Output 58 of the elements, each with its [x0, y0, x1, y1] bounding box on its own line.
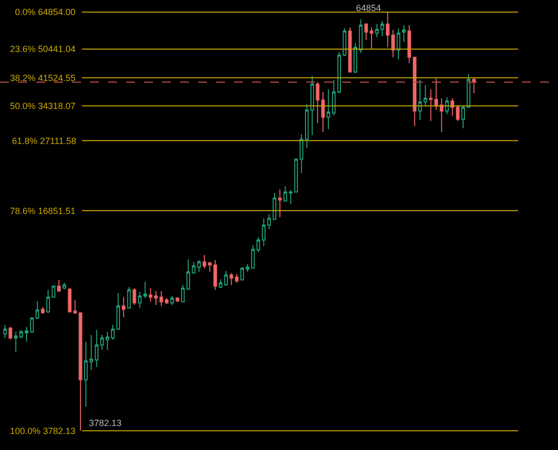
candlestick: [402, 24, 406, 43]
candlestick: [234, 274, 239, 284]
candlestick: [62, 282, 66, 290]
candlestick: [412, 56, 416, 127]
candlestick: [456, 104, 460, 122]
candlestick: [57, 279, 61, 292]
candlestick: [40, 306, 45, 314]
ref-line-label: 100.0% 3782.13: [10, 426, 76, 436]
candlestick: [84, 341, 88, 408]
candlestick: [332, 80, 336, 116]
annotation: 64854: [356, 3, 382, 13]
candlestick: [386, 12, 390, 48]
candlestick: [310, 76, 314, 136]
ref-line-label: 61.8% 27111.58: [12, 136, 76, 146]
candlestick: [89, 334, 94, 370]
candlestick: [326, 88, 330, 130]
candlestick: [110, 324, 115, 340]
candlestick: [176, 296, 180, 302]
candlestick: [358, 18, 363, 54]
candlestick: [186, 258, 190, 290]
candlestick: [440, 98, 444, 133]
candlestick: [380, 20, 384, 37]
candlestick: [283, 186, 288, 202]
candlestick: [391, 30, 395, 58]
candlestick: [396, 28, 400, 60]
candlestick: [8, 326, 12, 340]
candlestick: [262, 218, 266, 247]
candlestick: [68, 288, 72, 312]
candlestick: [170, 296, 174, 306]
candlestick: [337, 52, 341, 94]
candlestick: [122, 296, 126, 318]
candlestick: [14, 331, 18, 352]
candlestick: [278, 188, 282, 218]
candlestick: [348, 26, 352, 73]
ref-line-label: 50.0% 34318.07: [10, 101, 76, 111]
candlestick: [354, 42, 358, 74]
candlestick: [230, 272, 234, 286]
candlestick: [434, 78, 438, 110]
candlestick: [407, 24, 412, 64]
candlestick: [213, 259, 218, 290]
ref-line-label: 0.0% 64854.00: [15, 7, 76, 17]
candlestick: [3, 324, 7, 338]
candlestick: [116, 292, 120, 330]
candlestick: [164, 298, 169, 304]
annotation: 3782.13: [89, 418, 122, 428]
ref-line-label: 38.2% 41524.55: [10, 73, 76, 83]
ref-line-label: 78.6% 16851.51: [10, 206, 76, 216]
candlestick: [472, 78, 476, 94]
candlestick: [375, 24, 379, 38]
candlestick: [181, 284, 185, 302]
candlestick: [132, 288, 136, 306]
candlestick: [138, 291, 142, 309]
ref-line-label: 23.6% 50441.04: [10, 44, 76, 54]
candlestick: [127, 286, 131, 309]
candlestick: [143, 281, 147, 299]
candlestick: [428, 88, 433, 122]
candlestick: [342, 28, 346, 57]
candlestick: [19, 329, 23, 338]
